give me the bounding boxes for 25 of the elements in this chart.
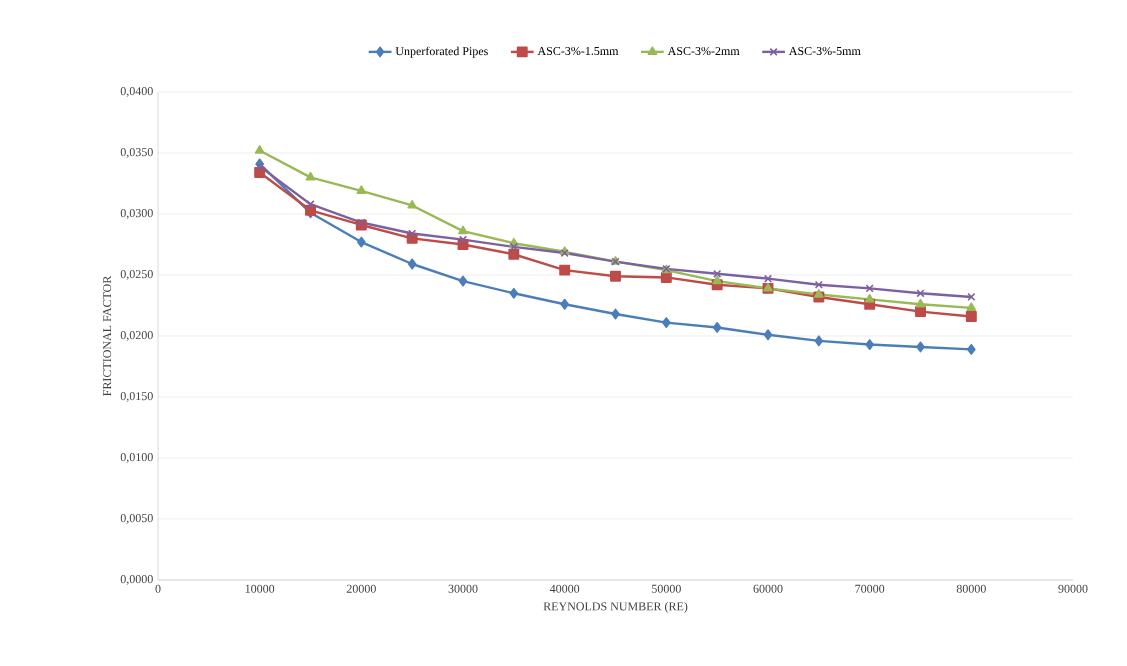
legend-label: ASC-3%-2mm [667, 46, 740, 56]
y-tick-label: 0,0350 [120, 148, 153, 158]
x-tick-label: 80000 [956, 584, 986, 593]
y-tick-label: 0,0200 [120, 331, 153, 341]
x-tick-label: 60000 [753, 584, 783, 593]
y-tick-label: 0,0300 [120, 209, 153, 219]
legend-label: Unperforated Pipes [395, 46, 488, 58]
x-tick-label: 30000 [448, 584, 478, 593]
y-tick-label: 0,0250 [120, 270, 153, 280]
y-axis-title: FRICTIONAL FACTOR [103, 275, 112, 396]
y-tick-label: 0,0150 [120, 392, 153, 402]
legend-label: ASC-3%-1.5mm [537, 46, 619, 56]
x-tick-label: 20000 [346, 584, 376, 593]
x-axis-title: REYNOLDS NUMBER (RE) [543, 601, 688, 613]
x-tick-label: 40000 [549, 584, 580, 593]
y-tick-label: 0,0400 [120, 87, 153, 97]
x-tick-label: 0 [155, 584, 161, 593]
y-tick-label: 0,0000 [120, 575, 153, 585]
x-tick-label: 10000 [245, 584, 275, 593]
y-tick-label: 0,0050 [120, 514, 153, 524]
legend-label: ASC-3%-5mm [788, 46, 861, 56]
x-tick-label: 50000 [652, 584, 681, 593]
y-tick-label: 0,0100 [120, 453, 153, 463]
x-tick-label: 90000 [1058, 584, 1088, 593]
x-tick-label: 70000 [855, 584, 885, 593]
